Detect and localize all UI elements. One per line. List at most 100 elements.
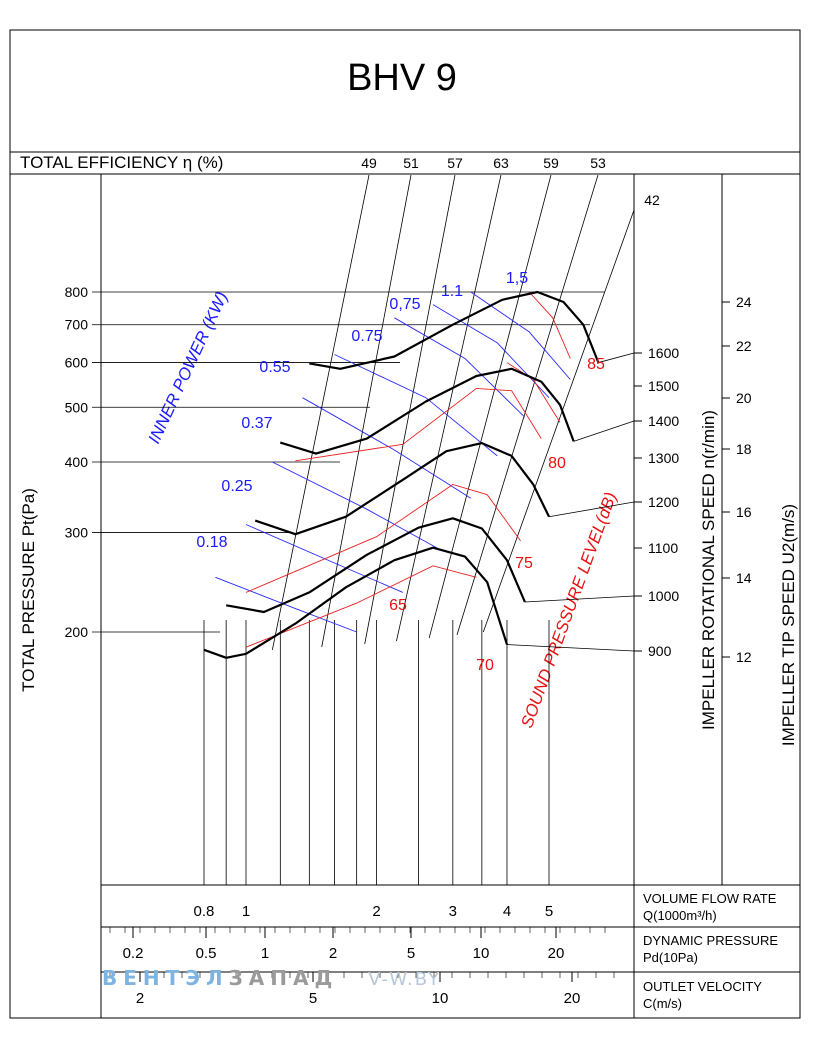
dyn-tick-label: 10 (473, 945, 490, 962)
pressure-tick-label: 600 (65, 355, 89, 371)
tip-speed-tick-label: 18 (736, 441, 752, 457)
speed-tick-label: 1400 (648, 413, 679, 429)
efficiency-tick-label: 63 (493, 155, 509, 171)
flow-label-2: Q(1000m³/h) (643, 908, 717, 923)
outer-border (9, 29, 801, 1019)
tip-speed-tick-label: 14 (736, 570, 752, 586)
pressure-tick-label: 400 (65, 454, 89, 470)
pressure-axis-label: TOTAL PRESSURE Pt(Pa) (19, 488, 38, 692)
speed-curve (203, 546, 509, 659)
speed-tick-label: 1200 (648, 494, 679, 510)
dyn-tick-label: 20 (548, 945, 565, 962)
sound-label: 85 (587, 356, 605, 373)
dyn-label-1: DYNAMIC PRESSURE (643, 933, 778, 948)
power-curve (432, 304, 550, 399)
tip-speed-tick-label: 16 (736, 504, 752, 520)
efficiency-line (428, 174, 552, 639)
tip-speed-tick-label: 22 (736, 338, 752, 354)
tip-speed-tick-label: 12 (736, 649, 752, 665)
vel-label-1: OUTLET VELOCITY (643, 979, 762, 994)
speed-tick-label: 1600 (648, 345, 679, 361)
vel-tick-label: 10 (432, 990, 449, 1007)
speed-curve (226, 517, 526, 614)
dyn-tick-label: 5 (407, 945, 415, 962)
efficiency-label: TOTAL EFFICIENCY η (%) (20, 153, 223, 172)
speed-tick-label: 1300 (648, 450, 679, 466)
sound-level-label: SOUND PRESSURE LEVEL(dB) (517, 490, 620, 731)
power-curve (302, 397, 472, 499)
power-label: 0.55 (259, 359, 290, 376)
flow-tick-label: 5 (545, 903, 553, 920)
sound-curve (245, 565, 477, 648)
flow-tick-label: 1 (242, 903, 250, 920)
pressure-tick-label: 700 (65, 317, 89, 333)
speed-curve (309, 290, 600, 370)
speed-curve (254, 442, 550, 536)
speed-curve (279, 367, 575, 455)
efficiency-tick-label: 51 (403, 155, 419, 171)
power-label: 0,75 (389, 296, 420, 313)
sound-label: 70 (476, 657, 494, 674)
flow-tick-label: 2 (372, 903, 380, 920)
vel-tick-label: 5 (309, 990, 317, 1007)
speed-connector (573, 420, 635, 442)
sound-label: 80 (548, 455, 566, 472)
dyn-tick-label: 0.5 (196, 945, 217, 962)
speed-axis-label: IMPELLER ROTATIONAL SPEED n(r/min) (699, 410, 718, 730)
speed-tick-label: 900 (648, 643, 672, 659)
power-curve (245, 524, 403, 593)
power-curve (215, 576, 357, 633)
efficiency-line (364, 174, 456, 645)
efficiency-line (456, 174, 599, 636)
efficiency-tick-label: 59 (543, 155, 559, 171)
flow-tick-label: 3 (449, 903, 457, 920)
power-label: 0.75 (351, 328, 382, 345)
tip-speed-tick-label: 24 (736, 294, 752, 310)
chart-marks: 200 300 400 500 600 700 800 900 1000 1100 1200 1300… (65, 155, 752, 1007)
efficiency-tick-label: 57 (447, 155, 463, 171)
pressure-tick-label: 500 (65, 399, 89, 415)
sound-curve (528, 291, 571, 359)
sound-label: 75 (515, 555, 533, 572)
efficiency-tick-label: 42 (644, 192, 660, 208)
tip-speed-axis-label: IMPELLER TIP SPEED U2(m/s) (779, 504, 798, 746)
tip-speed-tick-label: 20 (736, 390, 752, 406)
inner-power-label: INNER POWER (KW) (144, 289, 231, 447)
speed-connector (598, 352, 635, 363)
watermark-logo: ВЕНТЭЛЗАПАД V-W.BY (102, 966, 442, 990)
speed-connector (524, 595, 635, 603)
speed-tick-label: 1000 (648, 588, 679, 604)
power-curve (334, 354, 498, 457)
chart-frame (9, 29, 801, 1019)
sound-curve (295, 387, 542, 462)
power-label: 0.18 (196, 534, 227, 551)
power-label: 0.25 (221, 478, 252, 495)
power-label: 1,5 (506, 270, 528, 287)
flow-label-1: VOLUME FLOW RATE (643, 891, 777, 906)
efficiency-line (321, 174, 412, 648)
power-curve (394, 317, 526, 418)
power-label: 0.37 (241, 415, 272, 432)
efficiency-tick-label: 49 (361, 155, 377, 171)
speed-tick-label: 1100 (648, 540, 678, 556)
vel-label-2: C(m/s) (643, 996, 682, 1011)
efficiency-tick-label: 53 (590, 155, 606, 171)
pressure-tick-label: 300 (65, 525, 89, 541)
speed-tick-label: 1500 (648, 378, 679, 394)
vel-tick-label: 2 (136, 990, 144, 1007)
dyn-tick-label: 2 (329, 945, 337, 962)
efficiency-line (396, 174, 502, 642)
power-label: 1.1 (441, 283, 463, 300)
flow-tick-label: 0.8 (194, 903, 215, 920)
dyn-tick-label: 1 (261, 945, 269, 962)
pressure-tick-label: 200 (65, 624, 89, 640)
efficiency-line (271, 174, 370, 651)
sound-curve (245, 484, 521, 593)
pressure-tick-label: 800 (65, 284, 89, 300)
dyn-tick-label: 0.2 (123, 945, 144, 962)
sound-label: 65 (389, 597, 407, 614)
chart-title: BHV 9 (347, 57, 457, 99)
vel-tick-label: 20 (564, 990, 581, 1007)
dyn-label-2: Pd(10Pa) (643, 950, 698, 965)
